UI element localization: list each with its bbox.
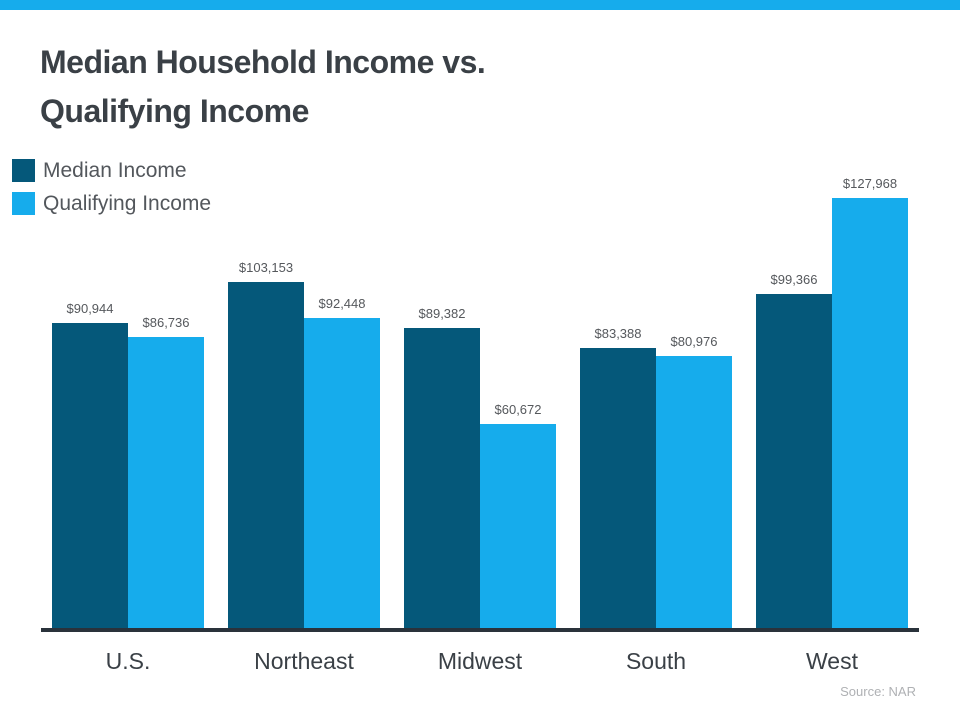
legend-label-qualifying-income: Qualifying Income xyxy=(43,191,212,215)
bar-groups: $90,944 $86,736 $103,153 $92,448 $89,382 $60,… xyxy=(52,158,908,628)
bar-column: $127,968 xyxy=(832,176,908,628)
bar-column: $83,388 xyxy=(580,326,656,628)
bar-median-income xyxy=(52,323,128,628)
bar-value-label: $89,382 xyxy=(418,306,466,321)
page-title: Median Household Income vs. Qualifying I… xyxy=(40,38,486,136)
x-axis-line xyxy=(41,628,919,632)
bar-qualifying-income xyxy=(128,337,204,628)
bar-value-label: $80,976 xyxy=(670,334,718,349)
legend-label-median-income: Median Income xyxy=(43,158,187,182)
bar-column: $103,153 xyxy=(228,260,304,628)
bar-qualifying-income xyxy=(480,424,556,628)
legend-item-qualifying-income: Qualifying Income xyxy=(12,187,211,220)
bar-value-label: $60,672 xyxy=(494,402,542,417)
bar-column: $80,976 xyxy=(656,334,732,628)
page-title-line1: Median Household Income vs. xyxy=(40,44,486,80)
x-axis-labels: U.S. Northeast Midwest South West xyxy=(52,648,908,675)
legend-item-median-income: Median Income xyxy=(12,154,211,187)
bar-column: $86,736 xyxy=(128,315,204,628)
bar-group-us: $90,944 $86,736 xyxy=(52,301,204,628)
source-note: Source: NAR xyxy=(840,684,916,699)
bar-column: $90,944 xyxy=(52,301,128,628)
bar-group-midwest: $89,382 $60,672 xyxy=(404,306,556,628)
bar-group-west: $99,366 $127,968 xyxy=(756,176,908,628)
bar-median-income xyxy=(756,294,832,628)
legend-swatch-qualifying-income xyxy=(12,192,35,215)
bar-column: $92,448 xyxy=(304,296,380,628)
x-axis-label: Northeast xyxy=(254,648,354,674)
bar-qualifying-income xyxy=(304,318,380,628)
bar-median-income xyxy=(404,328,480,628)
legend: Median Income Qualifying Income xyxy=(12,154,211,220)
bar-qualifying-income xyxy=(832,198,908,628)
x-axis-label: Midwest xyxy=(437,648,523,674)
top-accent-bar xyxy=(0,0,960,10)
bar-column: $60,672 xyxy=(480,402,556,628)
x-axis-label: U.S. xyxy=(105,648,151,674)
bar-qualifying-income xyxy=(656,356,732,628)
bar-value-label: $86,736 xyxy=(142,315,190,330)
bar-column: $89,382 xyxy=(404,306,480,628)
page-title-line2: Qualifying Income xyxy=(40,93,309,129)
bar-median-income xyxy=(228,282,304,628)
x-axis-label: South xyxy=(625,648,687,674)
bar-median-income xyxy=(580,348,656,628)
bar-value-label: $127,968 xyxy=(842,176,898,191)
bar-value-label: $83,388 xyxy=(594,326,642,341)
bar-value-label: $99,366 xyxy=(770,272,818,287)
bar-group-south: $83,388 $80,976 xyxy=(580,326,732,628)
legend-swatch-median-income xyxy=(12,159,35,182)
bar-column: $99,366 xyxy=(756,272,832,628)
bar-value-label: $90,944 xyxy=(66,301,114,316)
bar-group-northeast: $103,153 $92,448 xyxy=(228,260,380,628)
bar-value-label: $92,448 xyxy=(318,296,366,311)
x-axis-label: West xyxy=(806,648,858,674)
bar-value-label: $103,153 xyxy=(238,260,294,275)
